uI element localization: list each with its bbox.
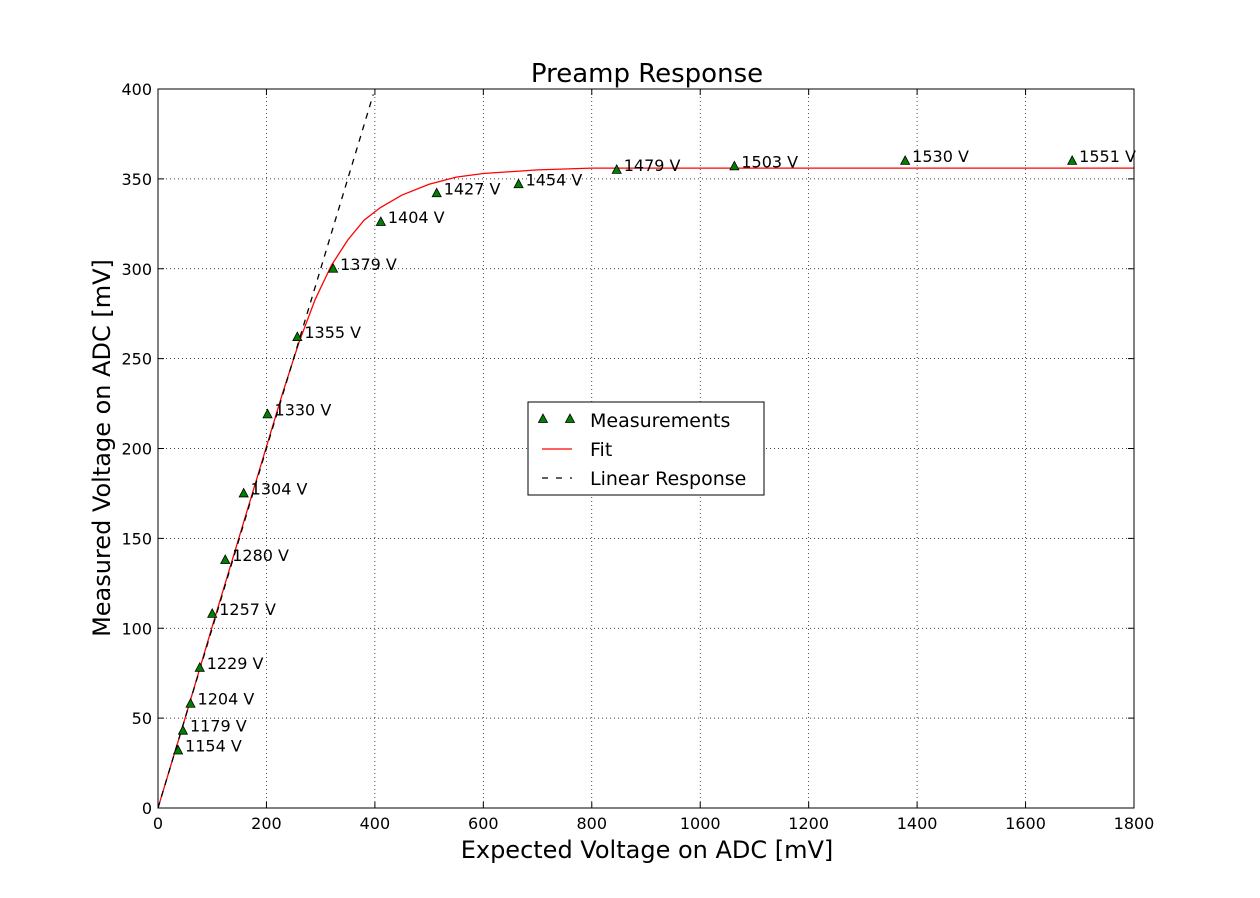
measurement-point <box>900 155 911 165</box>
x-tick-label: 400 <box>360 814 391 833</box>
measurement-point <box>238 487 249 498</box>
linear-response-line <box>158 94 374 808</box>
point-label: 1479 V <box>624 156 681 175</box>
measurement-point <box>513 178 524 189</box>
y-tick-label: 50 <box>132 709 152 728</box>
y-tick-label: 150 <box>121 529 152 548</box>
legend-label: Linear Response <box>590 468 746 490</box>
point-label: 1154 V <box>185 736 242 755</box>
y-tick-label: 0 <box>142 799 152 818</box>
measurement-point <box>1067 155 1078 165</box>
point-label: 1503 V <box>741 152 798 171</box>
legend-marker-icon <box>537 413 549 423</box>
measurement-point <box>375 216 387 226</box>
x-tick-label: 1400 <box>897 814 938 833</box>
point-label: 1551 V <box>1079 147 1136 166</box>
x-axis: 0 200 400 600 800 1000 1200 1400 1600 1800 <box>153 89 1154 833</box>
point-label: 1454 V <box>526 170 583 189</box>
point-label: 1229 V <box>207 654 264 673</box>
measurement-point <box>611 164 622 174</box>
measurement-point <box>172 744 184 755</box>
x-tick-label: 0 <box>153 814 163 833</box>
legend-label: Measurements <box>590 410 730 432</box>
measurement-point <box>327 262 339 273</box>
x-tick-label: 200 <box>251 814 282 833</box>
point-label: 1257 V <box>219 600 276 619</box>
point-label: 1404 V <box>388 208 445 227</box>
legend-box <box>527 401 765 496</box>
legend-label: Fit <box>590 439 612 461</box>
chart-title: Preamp Response <box>531 59 763 89</box>
x-tick-label: 1600 <box>1005 814 1046 833</box>
measurement-point <box>194 661 205 672</box>
x-tick-label: 1800 <box>1114 814 1155 833</box>
x-tick-label: 600 <box>468 814 499 833</box>
measurement-point <box>207 608 218 618</box>
x-tick-label: 800 <box>577 814 608 833</box>
x-tick-label: 1200 <box>788 814 829 833</box>
measurement-point <box>177 724 189 735</box>
y-tick-label: 400 <box>121 80 152 99</box>
measurement-point <box>262 408 273 419</box>
y-tick-label: 100 <box>121 619 152 638</box>
x-tick-label: 1000 <box>680 814 721 833</box>
measurement-point <box>431 187 442 198</box>
measurement-point <box>185 697 196 708</box>
legend: Measurements Fit Linear Response <box>527 401 765 496</box>
y-tick-label: 200 <box>121 440 152 459</box>
point-label: 1179 V <box>190 717 247 736</box>
measurement-point <box>292 331 303 341</box>
measurement-point <box>729 160 740 171</box>
y-tick-label: 250 <box>121 350 152 369</box>
point-label: 1379 V <box>340 255 397 274</box>
point-label: 1204 V <box>198 690 255 709</box>
y-tick-label: 300 <box>121 260 152 279</box>
point-label: 1355 V <box>304 323 361 342</box>
y-axis: 0 50 100 150 200 250 300 350 400 <box>121 80 1134 818</box>
point-label: 1304 V <box>251 479 308 498</box>
legend-marker-icon <box>564 413 576 423</box>
series-markers <box>172 155 1078 755</box>
point-label: 1427 V <box>444 179 501 198</box>
point-label: 1280 V <box>232 546 289 565</box>
measurement-point <box>220 554 231 564</box>
series-lines <box>158 94 1134 808</box>
y-axis-title: Measured Voltage on ADC [mV] <box>88 259 116 637</box>
point-label: 1530 V <box>912 147 969 166</box>
x-axis-title: Expected Voltage on ADC [mV] <box>461 836 834 864</box>
point-label: 1330 V <box>275 400 332 419</box>
y-tick-label: 350 <box>121 170 152 189</box>
